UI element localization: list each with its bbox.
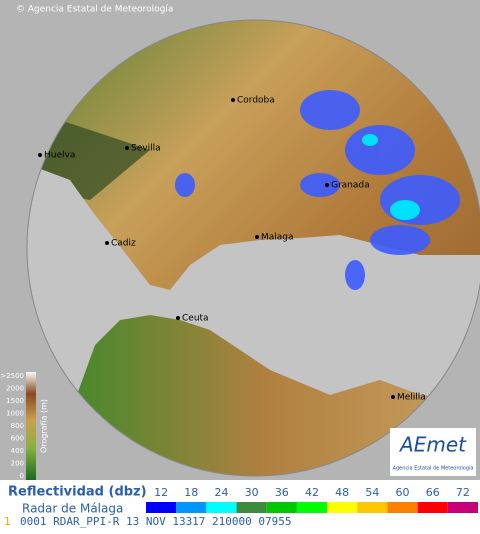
echoes xyxy=(175,90,460,290)
city-dot xyxy=(255,235,259,239)
city-label: Huelva xyxy=(44,151,75,161)
status-index: 1 xyxy=(4,515,11,528)
city-label: Granada xyxy=(331,181,370,191)
elevation-label: 800 xyxy=(11,422,24,430)
logo-box xyxy=(390,428,476,476)
scale-label: 12 xyxy=(154,486,168,499)
sea xyxy=(27,165,480,476)
scale-color xyxy=(266,502,297,513)
elevation-label: 2000 xyxy=(6,385,24,393)
elevation-label: 1000 xyxy=(6,410,24,418)
elevation-label: 600 xyxy=(11,435,24,443)
elevation-bar xyxy=(26,372,36,480)
city-dot xyxy=(176,316,180,320)
scale-color xyxy=(357,502,388,513)
scale-label: 54 xyxy=(365,486,379,499)
radar-name: Radar de Málaga xyxy=(22,502,123,516)
scale-label: 36 xyxy=(275,486,289,499)
city-label: Ceuta xyxy=(182,314,209,324)
scale-color xyxy=(206,502,237,513)
scale-color xyxy=(236,502,267,513)
scale-label: 30 xyxy=(245,486,259,499)
city-dot xyxy=(325,183,329,187)
radar-disc xyxy=(27,20,480,476)
legend-title: Reflectividad (dbz) xyxy=(8,485,147,500)
scale-label: 60 xyxy=(396,486,410,499)
elevation-label: 1500 xyxy=(6,397,24,405)
city-label: Cadiz xyxy=(111,239,136,249)
elevation-label: >2500 xyxy=(0,372,24,380)
scale-label: 42 xyxy=(305,486,319,499)
scale-label: 18 xyxy=(184,486,198,499)
scale-label: 48 xyxy=(335,486,349,499)
city-label: Cordoba xyxy=(237,96,275,106)
status-line: 0001 RDAR_PPI-R 13 NOV 13317 210000 0795… xyxy=(20,515,292,528)
city-label: Melilla xyxy=(397,393,426,403)
scale-color xyxy=(447,502,478,513)
logo: AEmet xyxy=(398,433,467,457)
echoes-strong xyxy=(362,134,420,220)
elevation-title: Orografía (m) xyxy=(40,399,49,453)
scale-color xyxy=(146,502,177,513)
city-dot xyxy=(105,241,109,245)
scale-color xyxy=(417,502,448,513)
elevation-label: 400 xyxy=(11,447,24,455)
city-label: Sevilla xyxy=(131,144,161,154)
city-dot xyxy=(38,153,42,157)
scale-color xyxy=(176,502,207,513)
city-dot xyxy=(125,146,129,150)
logo-subtitle: Agencia Estatal de Meteorología xyxy=(393,465,474,472)
scale-label: 66 xyxy=(426,486,440,499)
city-label: Malaga xyxy=(261,233,294,243)
elevation-label: 0 xyxy=(20,472,24,480)
scale-label: 72 xyxy=(456,486,470,499)
credit: © Agencia Estatal de Meteorología xyxy=(16,5,173,15)
scale-color xyxy=(387,502,418,513)
city-dot xyxy=(391,395,395,399)
elevation-label: 200 xyxy=(11,460,24,468)
scale-color xyxy=(296,502,328,513)
scale-label: 24 xyxy=(214,486,228,499)
scale-color xyxy=(327,502,358,513)
radar-edge xyxy=(26,19,480,477)
africa xyxy=(50,315,480,476)
city-dot xyxy=(231,98,235,102)
